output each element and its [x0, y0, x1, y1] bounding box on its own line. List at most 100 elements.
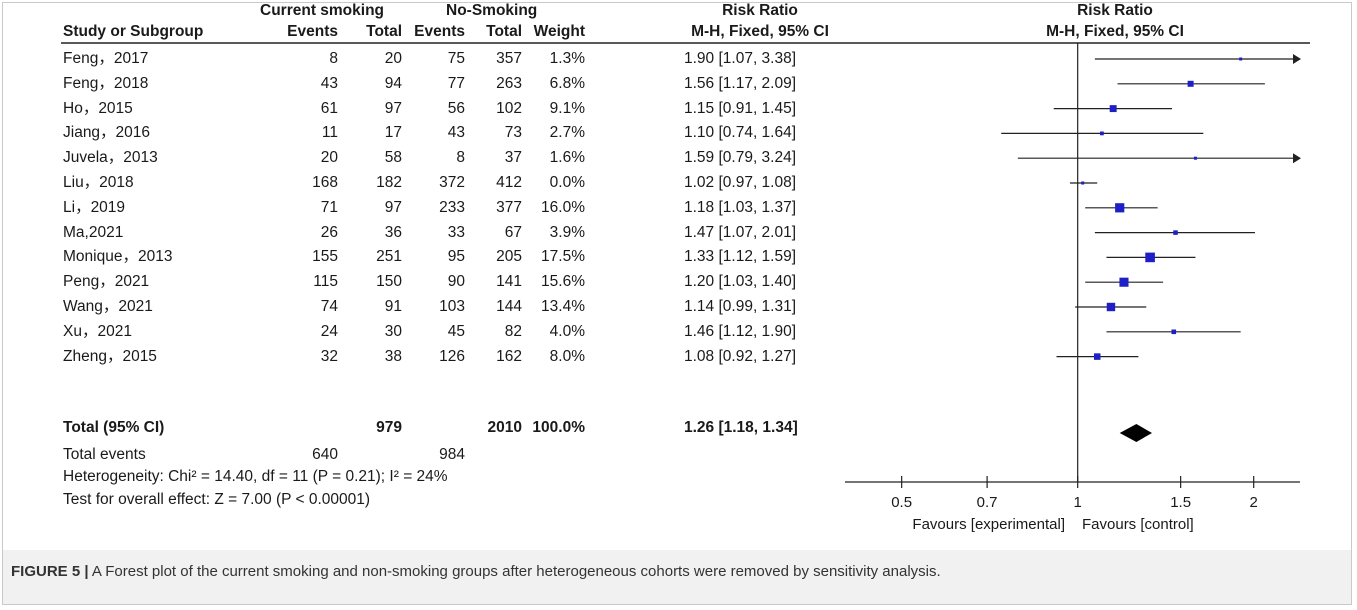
x-tick-label: 1	[1073, 494, 1082, 511]
total1: 30	[384, 322, 402, 340]
total1: 38	[384, 347, 402, 365]
study-name: Monique，2013	[63, 248, 173, 266]
study-point-estimate	[1171, 329, 1177, 335]
ci-arrow	[1293, 153, 1301, 164]
col-header-total1: Total	[366, 23, 402, 40]
study-point-estimate	[1193, 156, 1197, 160]
x-tick-label: 1.5	[1170, 494, 1192, 511]
events1: 20	[320, 149, 338, 167]
study-point-estimate	[1115, 203, 1125, 213]
total2: 82	[504, 322, 522, 340]
events1: 115	[313, 273, 338, 291]
study-point-estimate	[1093, 353, 1101, 360]
total1: 91	[384, 298, 402, 315]
events1: 61	[320, 99, 338, 117]
total2: 357	[496, 50, 522, 67]
risk-ratio-ci: 1.47 [1.07, 2.01]	[684, 223, 797, 241]
risk-ratio-ci: 1.02 [0.97, 1.08]	[684, 174, 797, 191]
total2: 205	[496, 248, 522, 266]
overall-effect-text: Test for overall effect: Z = 7.00 (P < 0…	[63, 491, 371, 508]
weight: 17.5%	[541, 248, 585, 266]
col-header-events1: Events	[287, 23, 338, 40]
study-name: Xu，2021	[63, 322, 132, 340]
group-header-effect: Risk Ratio	[722, 2, 798, 19]
study-point-estimate	[1119, 277, 1129, 287]
weight: 13.4%	[541, 298, 585, 315]
total2: 141	[496, 273, 522, 291]
x-tick-label: 2	[1249, 494, 1258, 511]
weight: 6.8%	[549, 74, 585, 92]
weight: 16.0%	[541, 198, 585, 216]
total1: 58	[384, 149, 402, 167]
study-name: Liu，2018	[63, 174, 134, 191]
study-name: Zheng，2015	[63, 347, 157, 365]
pooled-diamond	[1119, 424, 1153, 442]
weight: 9.1%	[549, 99, 585, 117]
risk-ratio-ci: 1.18 [1.03, 1.37]	[684, 198, 797, 216]
study-name: Ho，2015	[63, 99, 133, 117]
total2: 73	[504, 124, 522, 142]
study-point-estimate	[1145, 252, 1155, 263]
total2: 162	[496, 347, 522, 365]
total1: 17	[384, 124, 402, 142]
col-header-weight: Weight	[533, 23, 585, 40]
events1: 32	[320, 347, 338, 365]
weight: 1.3%	[549, 50, 585, 67]
total-ci: 1.26 [1.18, 1.34]	[684, 419, 798, 436]
events2: 103	[439, 298, 465, 315]
events2: 233	[439, 198, 465, 216]
study-name: Feng，2017	[63, 50, 149, 67]
total-events2: 984	[439, 446, 465, 463]
total2: 37	[504, 149, 522, 167]
events1: 71	[320, 198, 338, 216]
events2: 95	[447, 248, 465, 266]
total-events-label: Total events	[63, 446, 146, 463]
study-name: Feng，2018	[63, 74, 149, 92]
events2: 372	[439, 174, 465, 191]
risk-ratio-ci: 1.14 [0.99, 1.31]	[684, 298, 797, 315]
risk-ratio-ci: 1.20 [1.03, 1.40]	[684, 273, 797, 291]
study-point-estimate	[1187, 80, 1194, 87]
total2: 144	[496, 298, 522, 315]
risk-ratio-ci: 1.59 [0.79, 3.24]	[684, 149, 797, 167]
risk-ratio-ci: 1.33 [1.12, 1.59]	[684, 248, 797, 266]
total-label: Total (95% CI)	[63, 419, 165, 436]
events1: 8	[329, 50, 338, 67]
study-point-estimate	[1173, 230, 1178, 235]
total2: 412	[496, 174, 522, 191]
study-name: Wang，2021	[63, 298, 153, 315]
col-header-total2: Total	[486, 23, 522, 40]
study-point-estimate	[1099, 131, 1104, 136]
col-header-events2: Events	[414, 23, 465, 40]
total1: 150	[376, 273, 402, 291]
caption-label: FIGURE 5 |	[11, 563, 89, 580]
group-header-experimental: Current smoking	[260, 2, 385, 19]
events1: 24	[320, 322, 338, 340]
total1: 36	[384, 223, 402, 241]
study-name: Li，2019	[63, 198, 126, 216]
caption-text: A Forest plot of the current smoking and…	[88, 563, 941, 580]
weight: 2.7%	[549, 124, 585, 142]
figure-caption: FIGURE 5 | A Forest plot of the current …	[11, 563, 941, 580]
risk-ratio-ci: 1.90 [1.07, 3.38]	[684, 50, 797, 67]
events1: 155	[312, 248, 338, 266]
total1: 251	[376, 248, 402, 266]
events2: 43	[447, 124, 465, 142]
total2: 102	[496, 99, 522, 117]
risk-ratio-ci: 1.56 [1.17, 2.09]	[684, 74, 797, 92]
weight: 4.0%	[549, 322, 585, 340]
study-point-estimate	[1081, 181, 1085, 185]
total-total1: 979	[376, 419, 402, 436]
events1: 11	[321, 124, 338, 142]
study-name: Peng，2021	[63, 273, 150, 291]
total1: 182	[376, 174, 402, 191]
events1: 43	[320, 74, 338, 92]
events1: 74	[320, 298, 338, 315]
events1: 168	[312, 174, 338, 191]
weight: 15.6%	[541, 273, 585, 291]
x-tick-label: 0.5	[891, 494, 913, 511]
group-header-control: No-Smoking	[446, 2, 538, 19]
weight: 1.6%	[549, 149, 585, 167]
risk-ratio-ci: 1.46 [1.12, 1.90]	[684, 322, 797, 340]
